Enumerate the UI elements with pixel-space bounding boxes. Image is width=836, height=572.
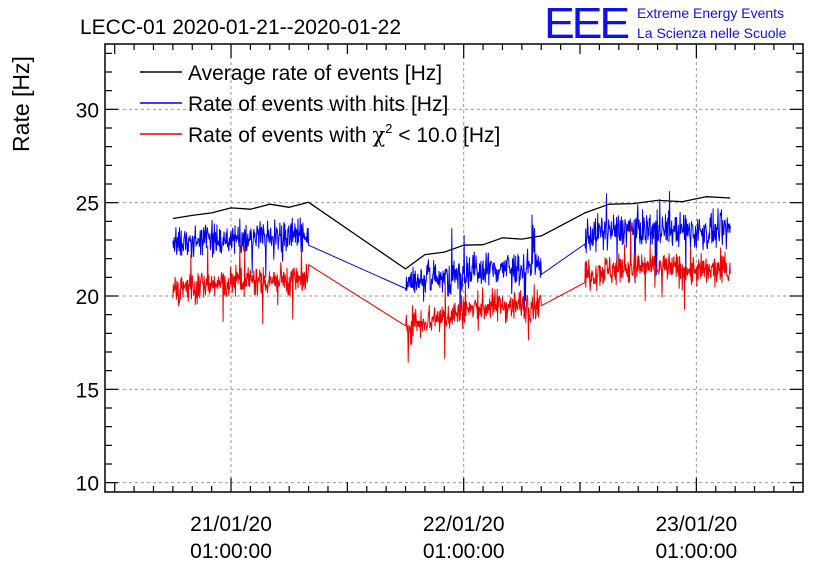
y-tick-label: 20 [76,286,99,309]
y-tick-label: 10 [76,473,99,496]
eee-logo-line2: La Scienza nelle Scuole [637,25,787,41]
series-layer [172,191,731,363]
eee-logo-mark: EEE [544,0,630,48]
legend-entry-label: Rate of events with hits [Hz] [188,93,448,116]
chart-title: LECC-01 2020-01-21--2020-01-22 [80,16,401,39]
frame-layer: 10 15 20 25 30 21/01/20 01:00:00 22/01/20 01:00:… [76,43,804,563]
eee-logo: EEE Extreme Energy Events La Scienza nel… [544,2,834,46]
x-tick-label-time: 01:00:00 [423,540,505,563]
y-tick-label: 15 [76,379,99,402]
x-tick-label-date: 22/01/20 [423,513,505,536]
x-tick-label-date: 23/01/20 [655,513,737,536]
legend-entry-label: Rate of events with χ2 < 10.0 [Hz] [188,121,500,147]
grid-layer [105,44,803,492]
y-tick-label: 30 [76,99,99,122]
y-axis-label: Rate [Hz] [8,56,34,152]
legend-entry-label: Average rate of events [Hz] [188,62,442,85]
x-tick-label-time: 01:00:00 [655,540,737,563]
series-line-3 [172,223,731,363]
legend: Average rate of events [Hz] Rate of event… [140,62,500,147]
series-line-2 [172,191,731,318]
x-tick-label-date: 21/01/20 [190,513,272,536]
y-tick-label: 25 [76,193,99,216]
plot-frame [104,43,804,493]
x-tick-label-time: 01:00:00 [190,540,272,563]
eee-logo-line1: Extreme Energy Events [637,5,785,21]
